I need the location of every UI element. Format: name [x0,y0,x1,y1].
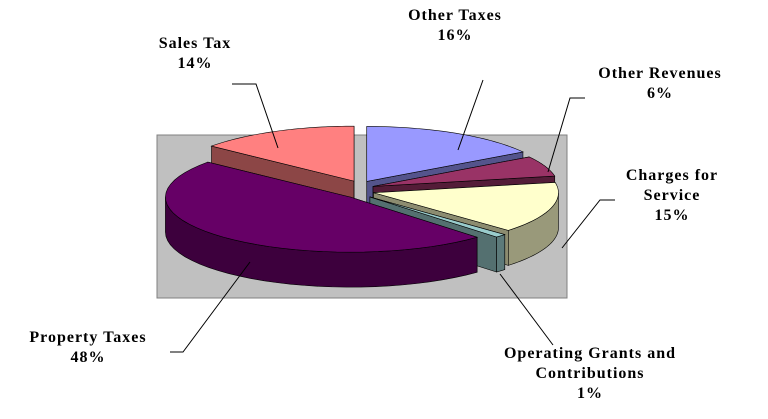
label-name: Other Taxes [408,7,502,24]
label-value: 6% [647,85,673,102]
slice-wall [496,234,506,273]
data-label: Other Taxes 16% [375,6,535,46]
label-name: Sales Tax [158,35,232,52]
label-name: Other Revenues [598,65,722,82]
label-value: 16% [437,27,473,44]
label-value: 48% [70,349,106,366]
leader-lines [170,79,615,353]
data-label: Charges for Service 15% [612,166,732,226]
slice-top [369,196,506,238]
label-name: Property Taxes [29,329,147,346]
label-value: 14% [177,55,213,72]
pie [165,125,559,288]
data-label: Property Taxes 48% [0,328,178,368]
label-value: 1% [577,385,603,402]
slice-top [210,125,355,182]
data-label: Other Revenues 6% [570,64,750,104]
label-value: 15% [654,207,690,224]
slice-top [372,156,556,187]
slice-top [165,161,479,253]
slice-top [373,182,559,231]
data-label: Operating Grants and Contributions 1% [480,344,700,404]
data-label: Sales Tax 14% [135,34,255,74]
slice-top [366,126,524,182]
slice [165,161,479,288]
label-name: Charges for Service [625,167,719,204]
label-name: Operating Grants and Contributions [503,345,676,382]
